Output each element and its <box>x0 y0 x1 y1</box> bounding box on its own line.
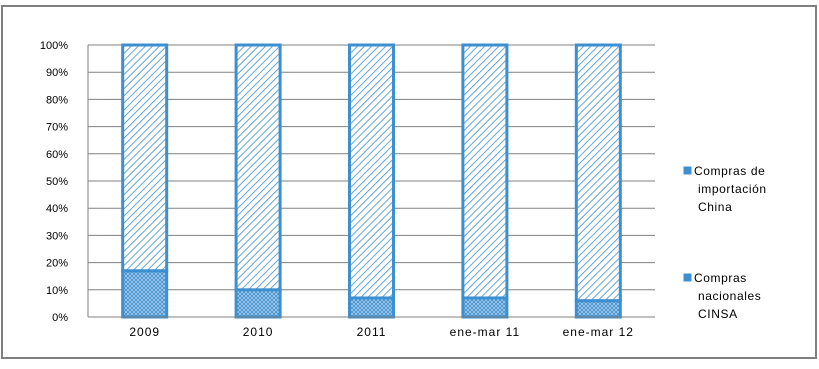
bar-segment-nacionales <box>348 296 395 319</box>
y-tick-label: 50% <box>46 176 68 188</box>
y-tick-label: 90% <box>46 67 68 79</box>
x-tick-label: 2010 <box>243 325 274 339</box>
y-tick-label: 0% <box>52 312 68 324</box>
y-tick-label: 10% <box>46 285 68 297</box>
bars <box>121 43 622 319</box>
bar-segment-importacion <box>348 43 395 300</box>
bar-segment-importacion <box>121 43 169 273</box>
legend-label-line: CINSA <box>698 307 738 321</box>
x-tick-label: 2011 <box>357 325 387 339</box>
bar-segment-importacion <box>574 43 622 303</box>
y-tick-label: 60% <box>46 149 68 161</box>
legend-label-line: Compras <box>694 271 747 285</box>
y-tick-label: 20% <box>46 258 68 270</box>
bar-segment-nacionales <box>234 288 282 319</box>
legend-swatch <box>682 272 693 283</box>
legend: Compras de importación China Compras naciona… <box>682 164 767 321</box>
legend-swatch <box>682 165 693 176</box>
y-tick-label: 70% <box>46 122 68 134</box>
bar-segment-nacionales <box>121 269 169 319</box>
legend-label-line: Compras de <box>694 164 765 178</box>
y-tick-label: 100% <box>40 40 68 52</box>
bar-segment-nacionales <box>574 299 622 319</box>
bar-segment-importacion <box>461 43 509 300</box>
x-tick-label: 2009 <box>129 325 160 339</box>
bar-segment-nacionales <box>461 296 509 319</box>
legend-label-line: nacionales <box>698 289 761 303</box>
x-tick-label: ene-mar 12 <box>563 325 634 339</box>
y-tick-label: 80% <box>46 94 68 106</box>
y-tick-label: 30% <box>46 230 68 242</box>
legend-label-line: importación <box>698 182 767 196</box>
bar-segment-importacion <box>234 43 282 292</box>
y-tick-label: 40% <box>46 203 68 215</box>
x-tick-label: ene-mar 11 <box>450 325 520 339</box>
axes: 0% 10% 20% 30% 40% 50% 60% 70% 80% 90% 100% 2009 201… <box>40 40 655 339</box>
legend-label-line: China <box>698 200 732 214</box>
